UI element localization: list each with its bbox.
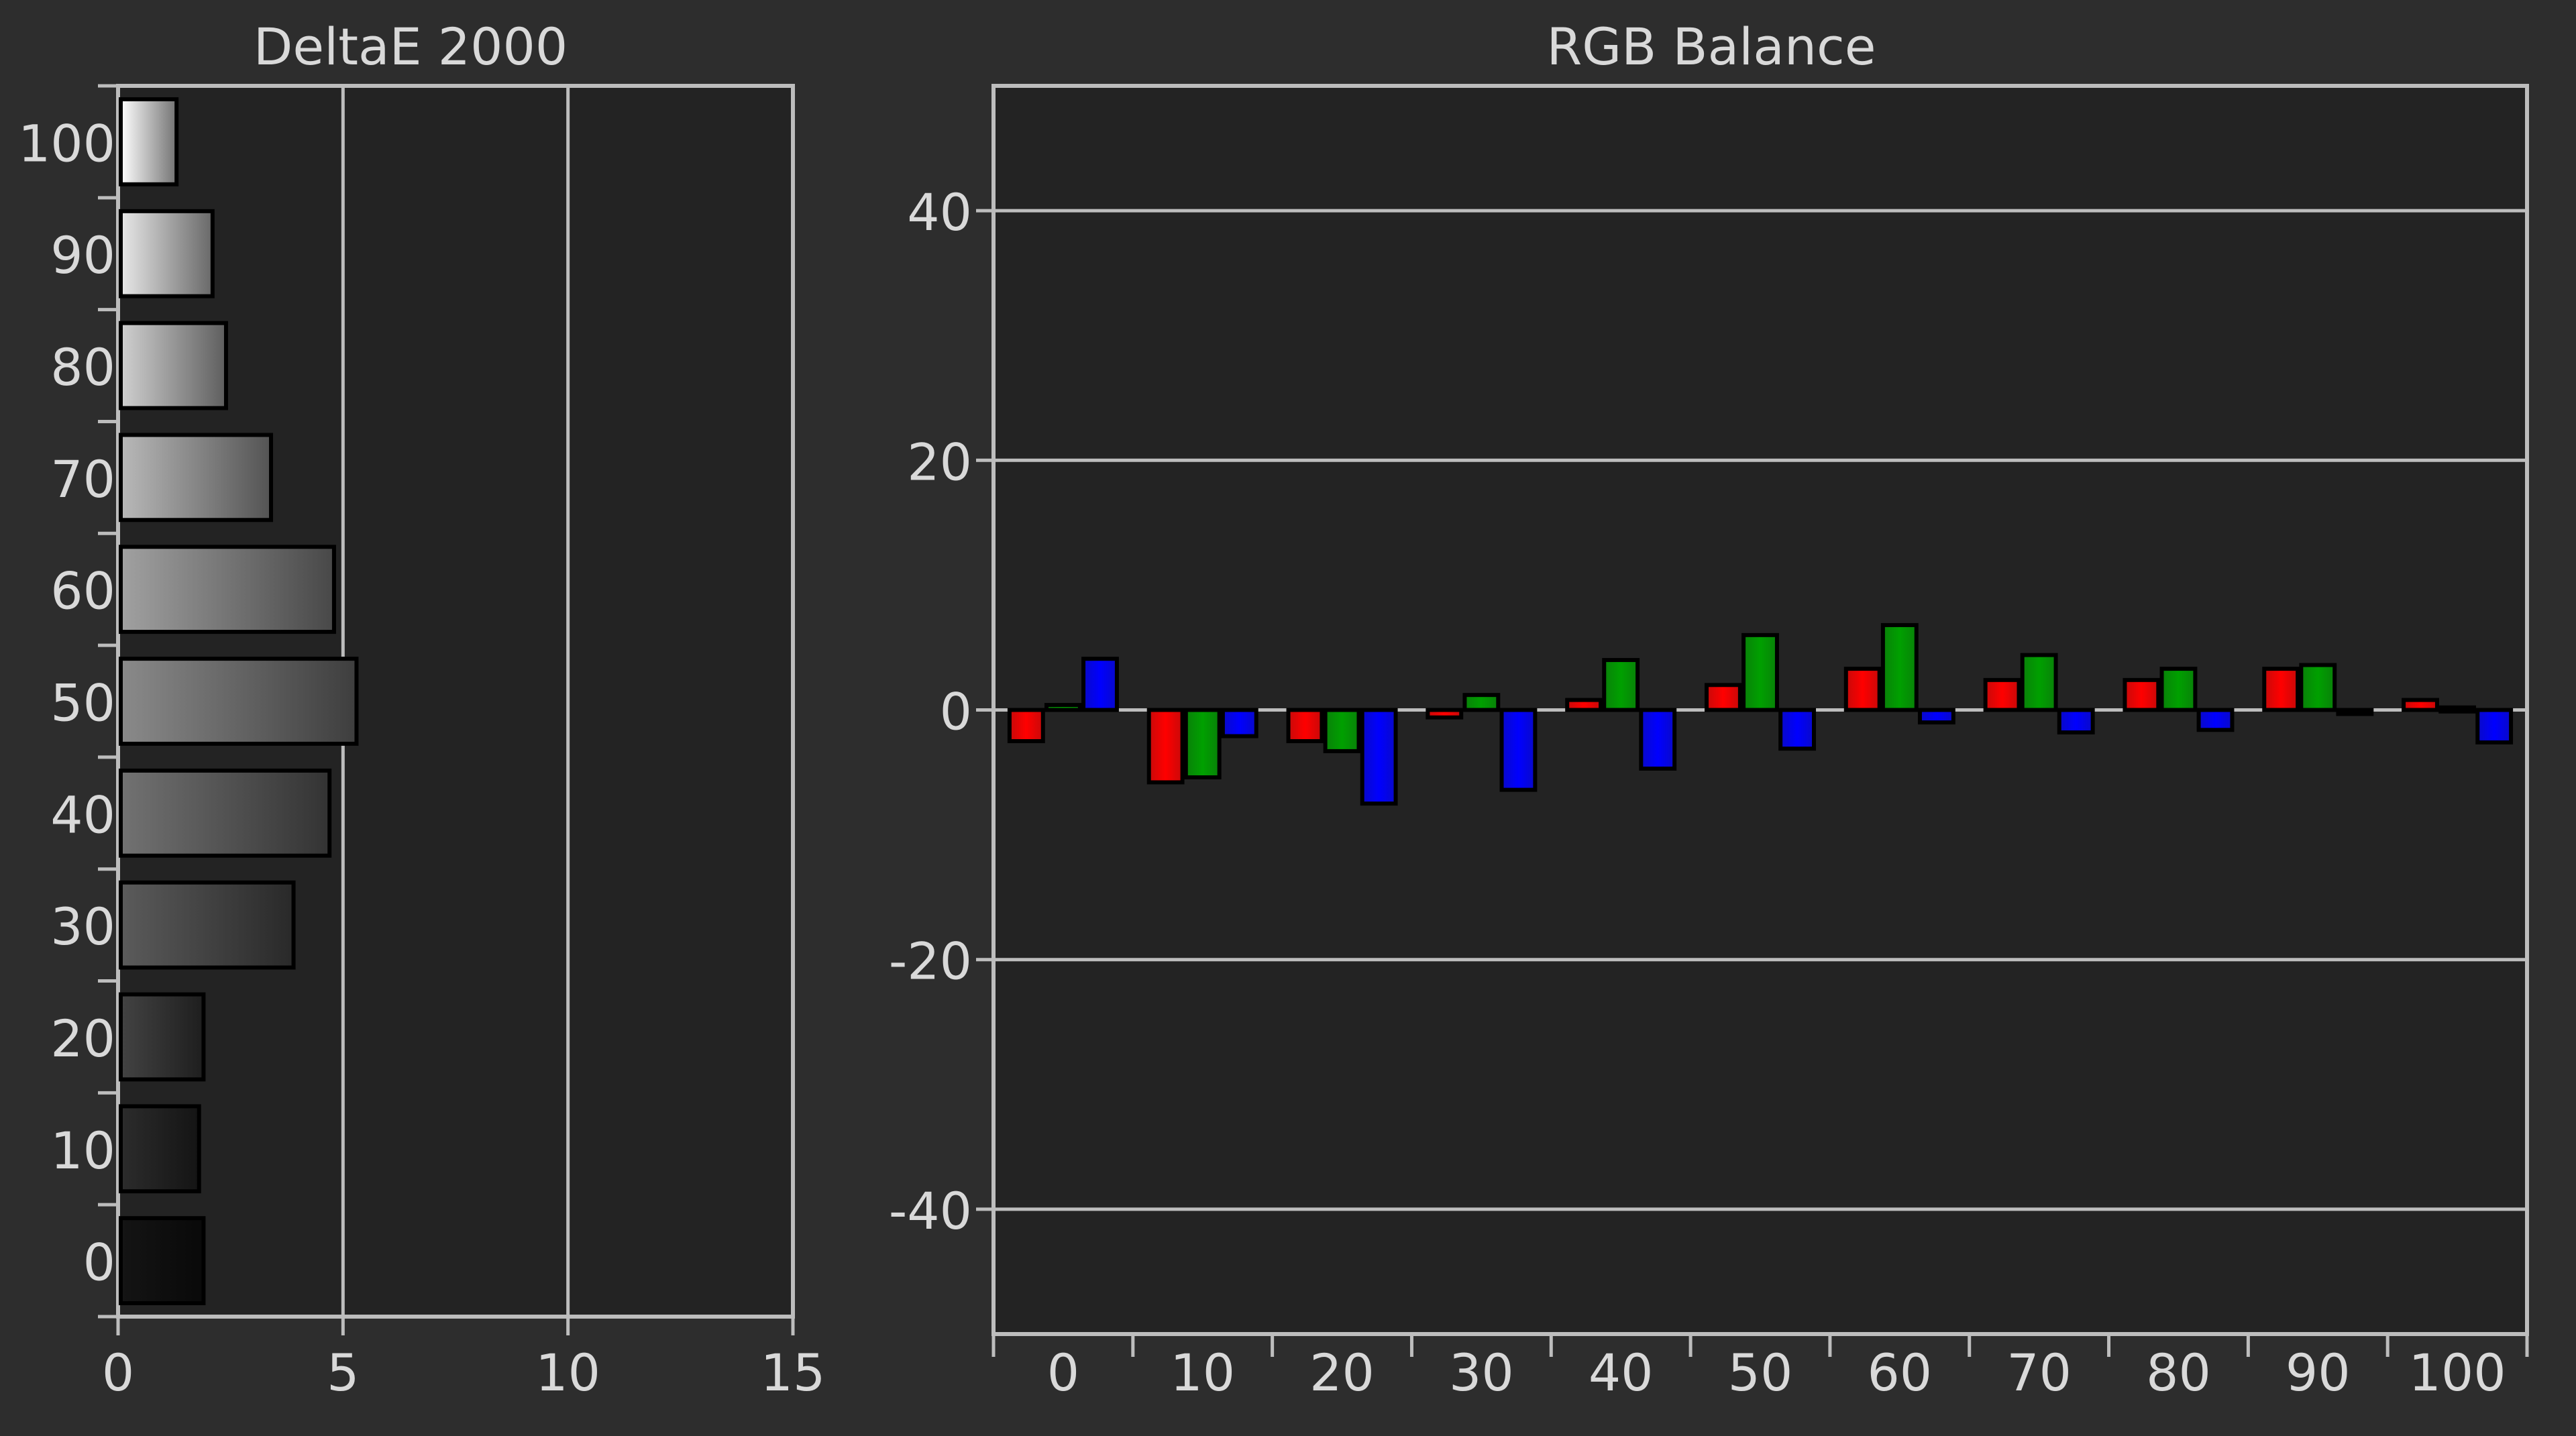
deltae-y-tick-label: 60 <box>50 561 115 621</box>
rgb-bar <box>1843 667 1882 712</box>
rgb-bar <box>2336 708 2374 716</box>
rgb-bar <box>2475 708 2514 744</box>
rgb-bar <box>2196 708 2235 732</box>
rgb-bar <box>1565 698 1603 712</box>
rgb-y-tick-label: 40 <box>907 182 972 242</box>
rgb-y-tick-label: -20 <box>889 932 972 991</box>
rgb-x-tick-label: 60 <box>1867 1343 1932 1402</box>
deltae-y-tick-label: 10 <box>50 1121 115 1180</box>
deltae-x-tick-label: 15 <box>761 1343 826 1402</box>
rgb-x-tick-label: 20 <box>1309 1343 1375 1402</box>
rgb-y-tick-label: 0 <box>940 681 972 741</box>
deltae-y-tick-label: 20 <box>50 1009 115 1068</box>
rgb-bar <box>1426 708 1464 720</box>
rgb-title: RGB Balance <box>1546 17 1876 76</box>
rgb-bar <box>2020 653 2058 712</box>
deltae-y-tick-label: 50 <box>50 673 115 732</box>
rgb-balance-chart: RGB Balance 40 20 0 -20 -40 0 10 20 30 40 50 60 70 8… <box>889 17 2529 1402</box>
rgb-bar <box>1360 708 1398 806</box>
deltae-y-tick-label: 30 <box>50 897 115 956</box>
rgb-bar <box>2159 667 2198 712</box>
rgb-bar <box>1499 708 1538 792</box>
rgb-y-tick-label: -40 <box>889 1181 972 1241</box>
deltae-bar <box>119 880 296 970</box>
rgb-bar <box>1983 677 2021 712</box>
rgb-bar <box>2057 708 2095 734</box>
deltae-bar <box>119 545 336 634</box>
deltae-bar <box>119 768 332 858</box>
rgb-bar <box>1880 622 1919 712</box>
deltae-y-tick-label: 40 <box>50 785 115 844</box>
rgb-x-tick-label: 0 <box>1047 1343 1079 1402</box>
rgb-bar <box>1044 703 1082 712</box>
rgb-x-tick-label: 30 <box>1449 1343 1514 1402</box>
rgb-bar <box>1778 708 1817 751</box>
rgb-bar <box>1220 708 1258 738</box>
deltae-y-tick-label: 80 <box>50 337 115 397</box>
rgb-x-tick-label: 90 <box>2286 1343 2351 1402</box>
rgb-bar <box>1146 708 1185 785</box>
deltae-bar <box>119 1104 201 1194</box>
deltae-x-tick-label: 5 <box>327 1343 359 1402</box>
deltae-bar <box>119 209 215 298</box>
rgb-x-tick-label: 100 <box>2409 1343 2506 1402</box>
rgb-x-tick-label: 40 <box>1589 1343 1654 1402</box>
deltae-bar <box>119 992 206 1082</box>
rgb-y-tick-label: 20 <box>907 432 972 492</box>
deltae-x-tick-label: 0 <box>102 1343 134 1402</box>
rgb-x-tick-label: 50 <box>1728 1343 1793 1402</box>
rgb-bar <box>1007 708 1045 744</box>
rgb-bar <box>1183 708 1222 779</box>
rgb-bar <box>2299 663 2337 712</box>
rgb-bar <box>1741 632 1779 712</box>
rgb-bar <box>2123 677 2161 712</box>
rgb-bar <box>1917 708 1955 725</box>
rgb-bar <box>1081 657 1119 712</box>
rgb-bar <box>1639 708 1677 771</box>
rgb-bar <box>2262 667 2300 712</box>
rgb-x-tick-label: 70 <box>2006 1343 2072 1402</box>
rgb-bar <box>2402 698 2439 712</box>
deltae-bar <box>119 321 228 410</box>
rgb-bar <box>2438 705 2477 714</box>
rgb-x-tick-label: 10 <box>1170 1343 1235 1402</box>
rgb-x-tick-label: 80 <box>2146 1343 2211 1402</box>
deltae-bar <box>119 657 359 746</box>
deltae-bar <box>119 97 179 186</box>
rgb-bar <box>1462 693 1501 712</box>
rgb-bar <box>1704 683 1742 712</box>
deltae-y-tick-label: 0 <box>83 1233 115 1292</box>
deltae-x-tick-label: 10 <box>535 1343 600 1402</box>
deltae-y-tick-label: 100 <box>18 113 115 173</box>
deltae-title: DeltaE 2000 <box>254 17 568 76</box>
deltae-y-tick-label: 70 <box>50 449 115 509</box>
deltae-y-tick-label: 90 <box>50 225 115 285</box>
rgb-bar <box>1602 658 1640 712</box>
deltae-bar <box>119 433 274 522</box>
rgb-bar <box>1323 708 1361 753</box>
rgb-bar <box>1286 708 1324 744</box>
deltae-bar <box>119 1216 206 1305</box>
